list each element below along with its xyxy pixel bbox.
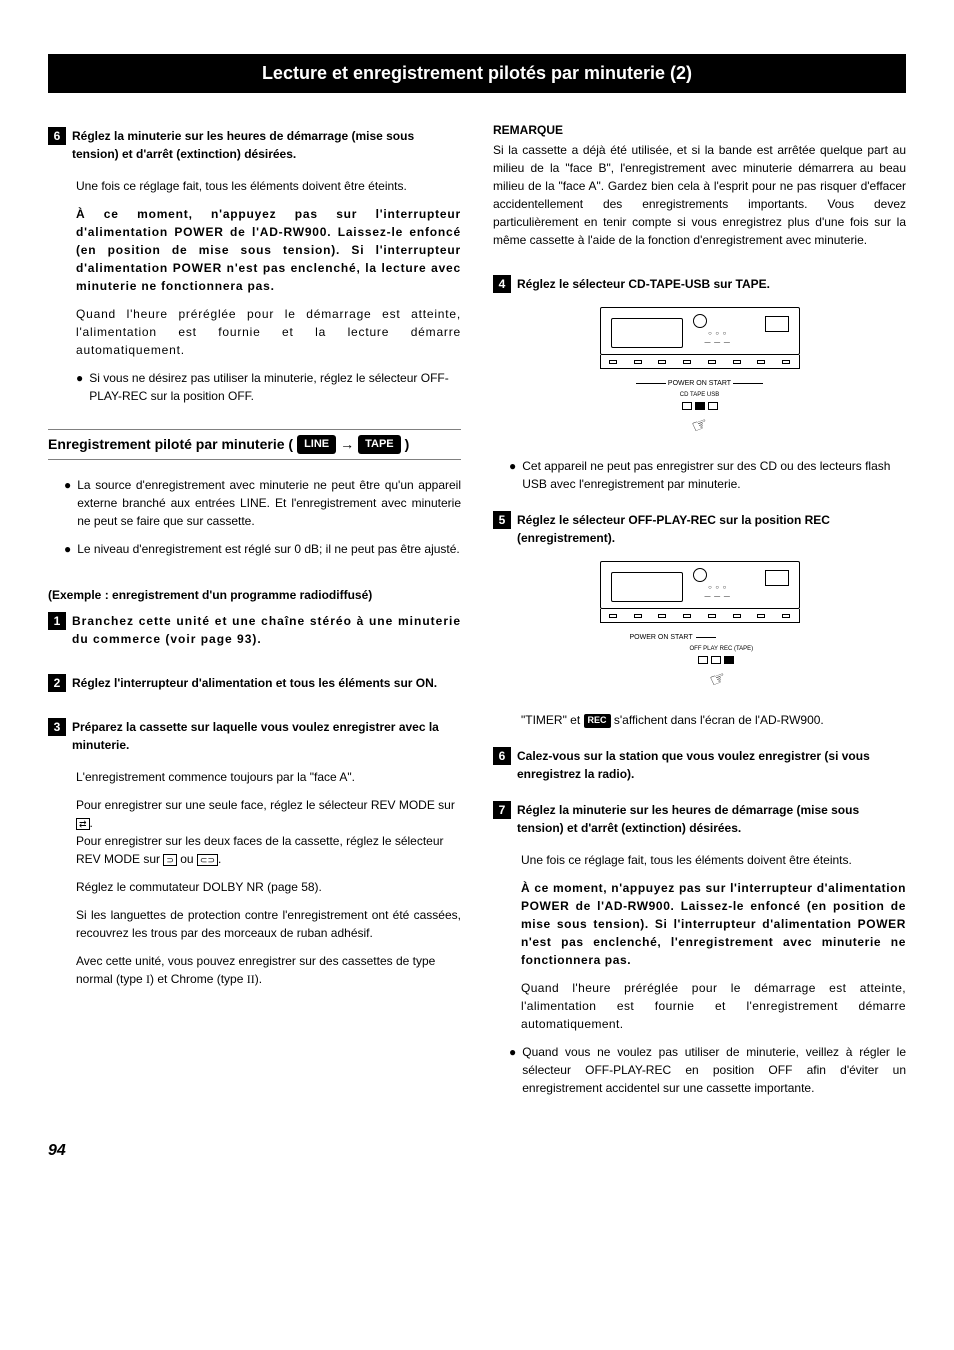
step-title: Réglez la minuterie sur les heures de dé…	[72, 127, 461, 163]
paragraph: Une fois ce réglage fait, tous les éléme…	[76, 177, 461, 195]
step-4: 4 Réglez le sélecteur CD-TAPE-USB sur TA…	[493, 275, 906, 293]
step-title: Réglez l'interrupteur d'alimentation et …	[72, 674, 461, 692]
bullet-dot: ●	[64, 540, 71, 558]
tape-badge: TAPE	[358, 435, 401, 454]
text: .	[90, 816, 93, 830]
device-panel: ○ ○ ○— — —	[600, 561, 800, 609]
step-number: 6	[48, 127, 66, 145]
step-number: 7	[493, 801, 511, 819]
paragraph: Quand l'heure préréglée pour le démarrag…	[76, 305, 461, 359]
page-title-band: Lecture et enregistrement pilotés par mi…	[48, 54, 906, 93]
step-7: 7 Réglez la minuterie sur les heures de …	[493, 801, 906, 837]
paragraph: Pour enregistrer sur une seule face, rég…	[76, 796, 461, 868]
device-panel: ○ ○ ○— — —	[600, 307, 800, 355]
example-heading: (Exemple : enregistrement d'un programme…	[48, 586, 461, 604]
line-badge: LINE	[297, 435, 336, 454]
paragraph: L'enregistrement commence toujours par l…	[76, 768, 461, 786]
paragraph: "TIMER" et REC s'affichent dans l'écran …	[521, 711, 906, 729]
step-title: Réglez le sélecteur CD-TAPE-USB sur TAPE…	[517, 275, 906, 293]
rev-mode-loop-icon: ⊂⊃	[197, 854, 218, 866]
right-column: REMARQUE Si la cassette a déjà été utili…	[493, 121, 906, 1107]
bullet-dot: ●	[64, 476, 71, 530]
step-number: 6	[493, 747, 511, 765]
warning: À ce moment, n'appuyez pas sur l'interru…	[521, 879, 906, 969]
text: Pour enregistrer sur une seule face, rég…	[76, 798, 455, 812]
text: s'affichent dans l'écran de l'AD-RW900.	[611, 713, 824, 727]
rev-mode-single-icon: ⇄	[76, 818, 90, 830]
section-close: )	[405, 434, 410, 455]
hand-pointer-icon: ☞	[688, 410, 712, 441]
paragraph: Avec cette unité, vous pouvez enregistre…	[76, 952, 461, 988]
text: .	[218, 852, 221, 866]
text: "TIMER" et	[521, 713, 584, 727]
step-6-right: 6 Calez-vous sur la station que vous vou…	[493, 747, 906, 783]
arrow-icon: →	[340, 434, 354, 455]
text: ou	[177, 852, 197, 866]
device-bottom	[600, 609, 800, 623]
bullet-item: ● Si vous ne désirez pas utiliser la min…	[76, 369, 461, 405]
bullet-item: ● Cet appareil ne peut pas enregistrer s…	[509, 457, 906, 493]
rec-badge: REC	[584, 714, 611, 728]
paragraph: Si les languettes de protection contre l…	[76, 906, 461, 942]
step-number: 4	[493, 275, 511, 293]
text: Pour enregistrer sur les deux faces de l…	[76, 834, 444, 866]
device-figure-5: ○ ○ ○— — — POWER ON START OFF PLAY REC (…	[493, 561, 906, 693]
step-title: Préparez la cassette sur laquelle vous v…	[72, 718, 461, 754]
bullet-dot: ●	[509, 457, 516, 493]
step-2: 2 Réglez l'interrupteur d'alimentation e…	[48, 674, 461, 692]
bullet-item: ● Quand vous ne voulez pas utiliser de m…	[509, 1043, 906, 1097]
figure-label: POWER ON START CD TAPE USB ☞	[600, 379, 800, 439]
bullet-text: Cet appareil ne peut pas enregistrer sur…	[522, 457, 906, 493]
bullet-item: ● La source d'enregistrement avec minute…	[64, 476, 461, 530]
type-ii-icon: II	[247, 972, 255, 986]
bullet-dot: ●	[509, 1043, 516, 1097]
section-header: Enregistrement piloté par minuterie ( LI…	[48, 429, 461, 460]
content-columns: 6 Réglez la minuterie sur les heures de …	[48, 121, 906, 1107]
rev-mode-both-icon: ⊃	[163, 854, 177, 866]
left-column: 6 Réglez la minuterie sur les heures de …	[48, 121, 461, 1107]
step-title: Calez-vous sur la station que vous voule…	[517, 747, 906, 783]
bullet-text: Si vous ne désirez pas utiliser la minut…	[89, 369, 461, 405]
text: ).	[255, 972, 262, 986]
step-3: 3 Préparez la cassette sur laquelle vous…	[48, 718, 461, 754]
step-number: 3	[48, 718, 66, 736]
remarque-heading: REMARQUE	[493, 121, 906, 139]
step-6-left: 6 Réglez la minuterie sur les heures de …	[48, 127, 461, 163]
figure-label: POWER ON START OFF PLAY REC (TAPE) ☞	[600, 633, 800, 693]
step-title: Branchez cette unité et une chaîne stéré…	[72, 612, 461, 648]
device-bottom	[600, 355, 800, 369]
step-number: 2	[48, 674, 66, 692]
warning: À ce moment, n'appuyez pas sur l'interru…	[76, 205, 461, 295]
hand-pointer-icon: ☞	[705, 664, 729, 695]
bullet-text: Le niveau d'enregistrement est réglé sur…	[77, 540, 460, 558]
section-text: Enregistrement piloté par minuterie (	[48, 434, 293, 455]
paragraph: Réglez le commutateur DOLBY NR (page 58)…	[76, 878, 461, 896]
step-number: 1	[48, 612, 66, 630]
device-figure-4: ○ ○ ○— — — POWER ON START CD TAPE USB ☞	[493, 307, 906, 439]
step-title: Réglez le sélecteur OFF-PLAY-REC sur la …	[517, 511, 906, 547]
bullet-text: La source d'enregistrement avec minuteri…	[77, 476, 461, 530]
bullet-item: ● Le niveau d'enregistrement est réglé s…	[64, 540, 461, 558]
paragraph: Quand l'heure préréglée pour le démarrag…	[521, 979, 906, 1033]
remarque-text: Si la cassette a déjà été utilisée, et s…	[493, 141, 906, 249]
step-1: 1 Branchez cette unité et une chaîne sté…	[48, 612, 461, 648]
text: ) et Chrome (type	[150, 972, 247, 986]
step-title: Réglez la minuterie sur les heures de dé…	[517, 801, 906, 837]
step-number: 5	[493, 511, 511, 529]
page-number: 94	[48, 1139, 906, 1163]
step-5: 5 Réglez le sélecteur OFF-PLAY-REC sur l…	[493, 511, 906, 547]
paragraph: Une fois ce réglage fait, tous les éléme…	[521, 851, 906, 869]
bullet-text: Quand vous ne voulez pas utiliser de min…	[522, 1043, 906, 1097]
bullet-dot: ●	[76, 369, 83, 405]
